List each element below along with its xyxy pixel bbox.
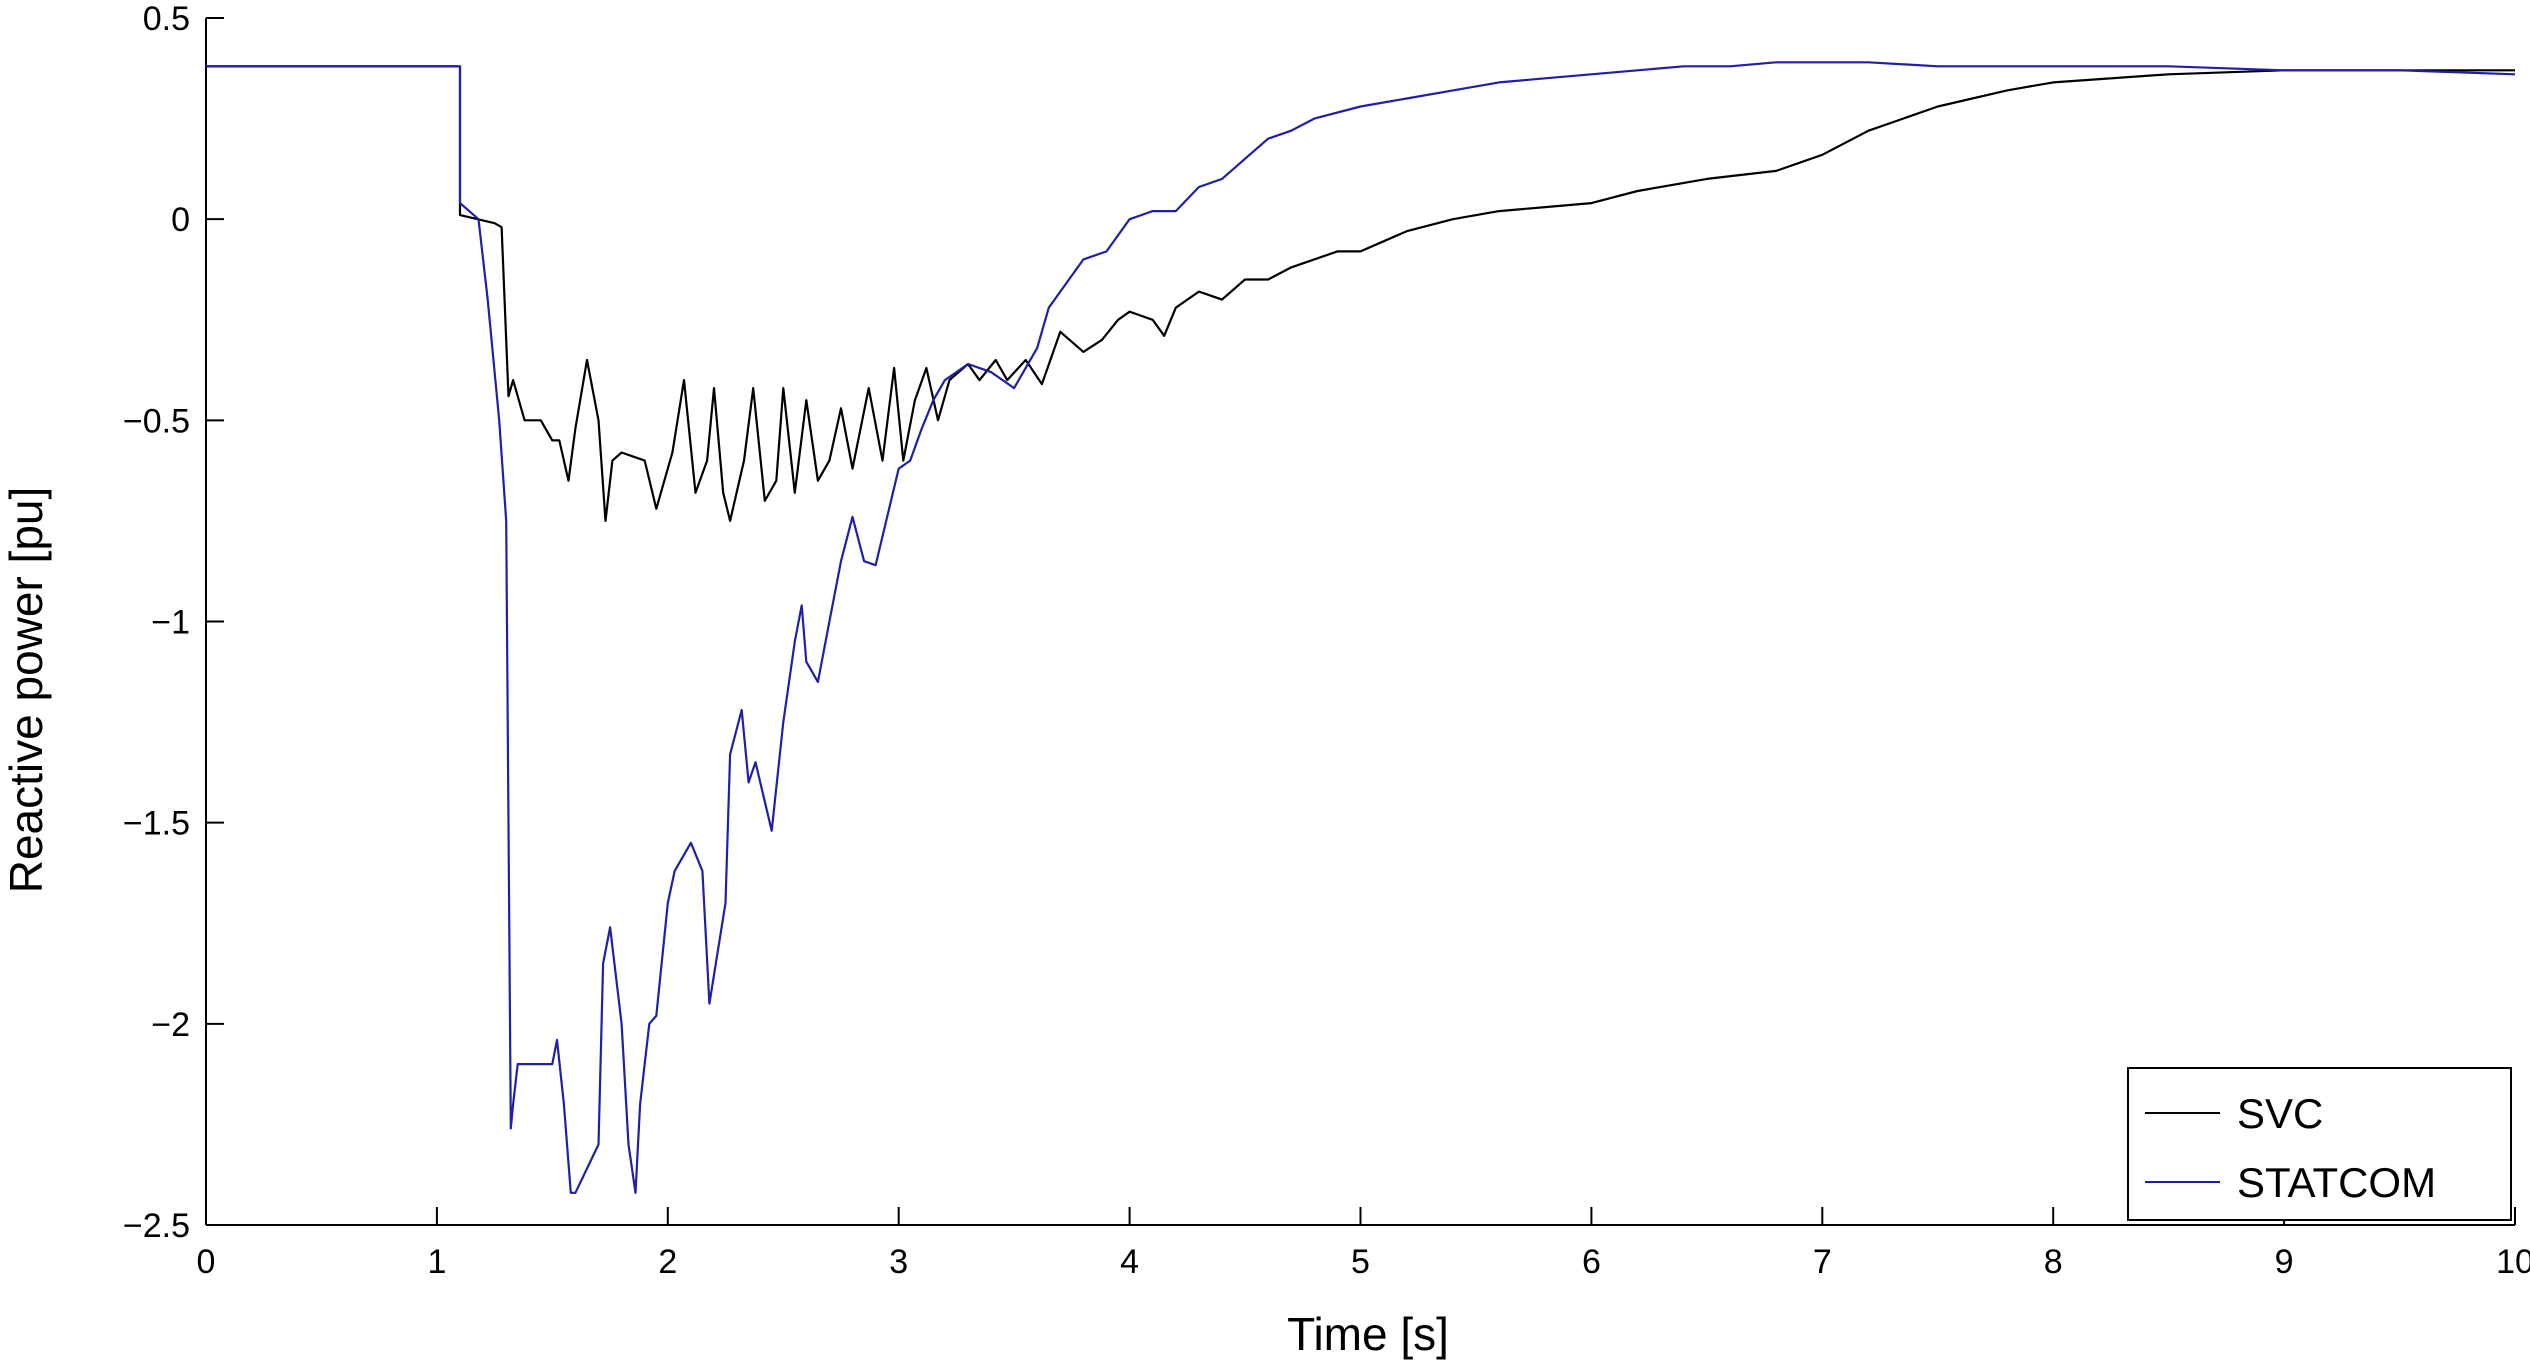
y-axis-ticks: −2.5 −2 −1.5 −1 −0.5 0 0.5 (123, 0, 224, 1245)
x-tick-label: 9 (2275, 1243, 2294, 1281)
x-axis-title: Time [s] (1287, 1308, 1449, 1360)
x-tick-label: 10 (2496, 1243, 2530, 1281)
series-layer (206, 61, 2516, 1194)
x-tick-label: 7 (1813, 1243, 1832, 1281)
x-tick-label: 4 (1120, 1243, 1139, 1281)
x-tick-label: 3 (889, 1243, 908, 1281)
x-tick-label: 2 (658, 1243, 677, 1281)
y-tick-label: 0.5 (143, 0, 190, 38)
x-tick-label: 0 (197, 1243, 216, 1281)
legend-label-svc: SVC (2237, 1090, 2323, 1137)
y-tick-label: −2 (151, 1006, 190, 1044)
y-tick-label: 0 (171, 201, 190, 239)
x-tick-label: 8 (2044, 1243, 2063, 1281)
x-axis-ticks: 0 1 2 3 4 5 6 7 8 9 10 (197, 1207, 2530, 1281)
y-tick-label: −0.5 (123, 402, 190, 440)
y-tick-label: −2.5 (123, 1207, 190, 1245)
y-axis-title: Reactive power [pu] (0, 487, 52, 894)
x-tick-label: 1 (427, 1243, 446, 1281)
series-line-svc (206, 65, 2515, 523)
x-tick-label: 5 (1351, 1243, 1370, 1281)
x-tick-label: 6 (1582, 1243, 1601, 1281)
legend-box (2127, 1067, 2512, 1221)
y-tick-label: −1 (151, 604, 190, 642)
axes-frame (205, 18, 2515, 1226)
legend-label-statcom: STATCOM (2237, 1159, 2436, 1206)
series-line-statcom (206, 61, 2516, 1194)
legend: SVC STATCOM (2127, 1067, 2512, 1221)
y-tick-label: −1.5 (123, 805, 190, 843)
